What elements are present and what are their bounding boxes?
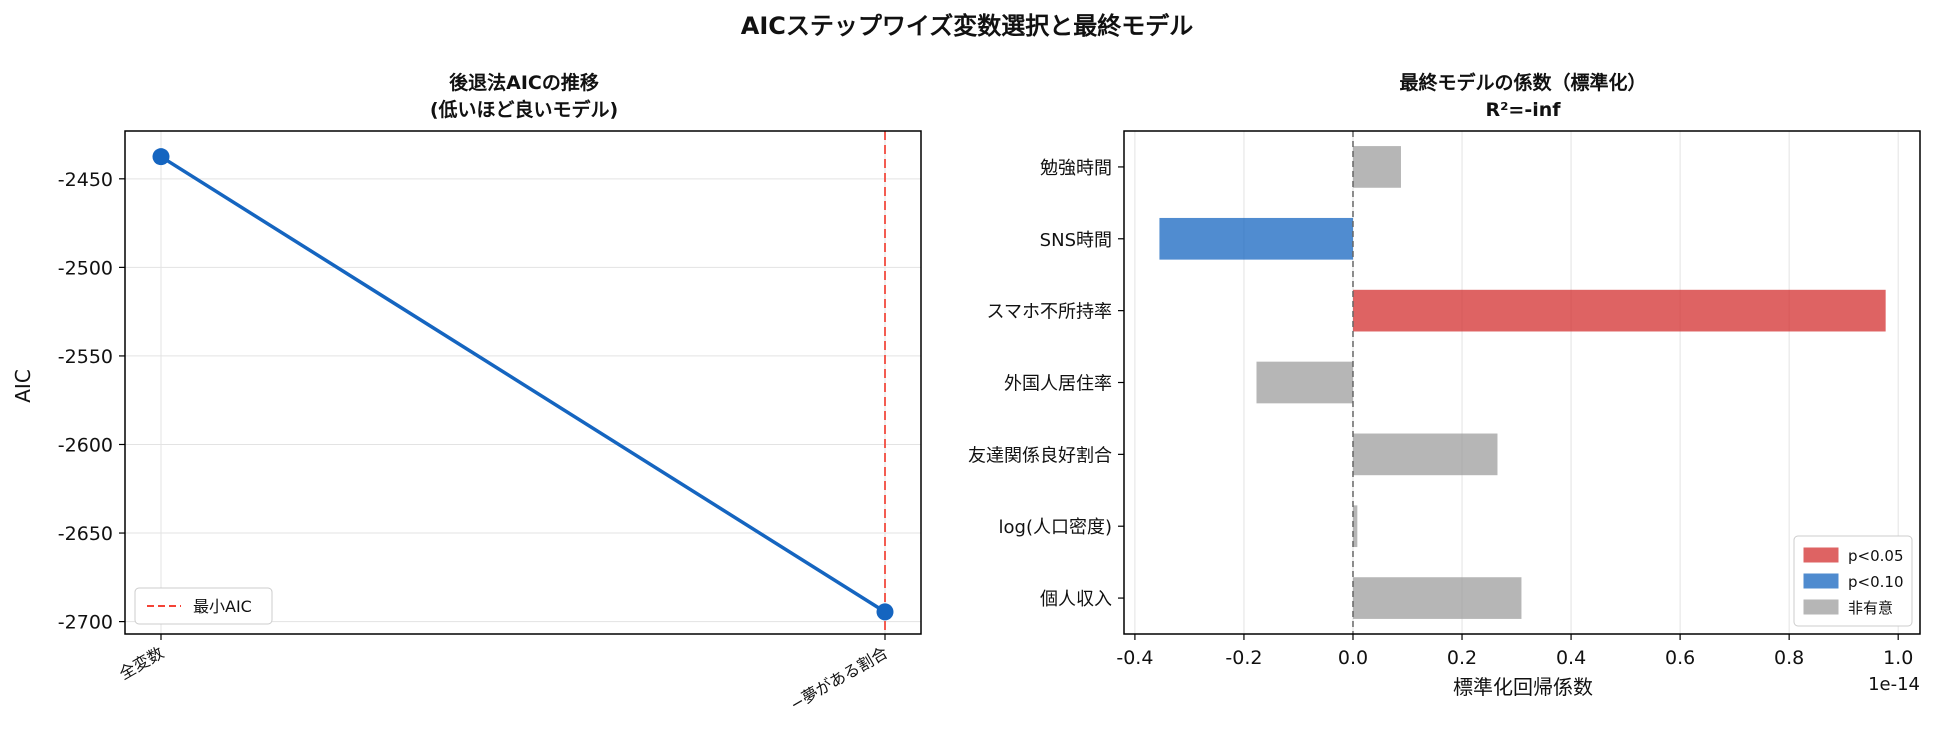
x-tick-label-3: 0.2	[1447, 647, 1477, 669]
x-tick-label-7: 1.0	[1883, 647, 1913, 669]
coef-bar-0	[1352, 146, 1401, 188]
y-tick-label-3: -2600	[58, 434, 113, 456]
y-tick-label-5: -2700	[58, 612, 113, 634]
x-tick-label-1: -0.2	[1225, 647, 1262, 669]
coef-bar-3	[1256, 361, 1353, 404]
left-chart-title-line1: 後退法AICの推移	[449, 71, 599, 94]
legend-swatch-ns	[1803, 599, 1839, 615]
x-tick-label-0: 全変数	[116, 643, 167, 683]
category-label-1: SNS時間	[1040, 230, 1112, 251]
category-label-4: 友達関係良好割合	[968, 445, 1112, 466]
left-chart-ylabel: AIC	[11, 369, 35, 403]
y-tick-label-0: -2450	[58, 169, 113, 191]
legend-swatch-p05	[1803, 547, 1839, 563]
aic-series-line	[160, 155, 886, 614]
x-tick-label-2: 0.0	[1338, 647, 1368, 669]
category-label-6: 個人収入	[1040, 589, 1112, 610]
x-tick-label-4: 0.4	[1556, 647, 1586, 669]
right-chart-title-line1: 最終モデルの係数（標準化）	[1399, 71, 1646, 94]
left-chart-title-line2: (低いほど良いモデル)	[430, 98, 618, 121]
legend-swatch-p10	[1803, 573, 1839, 589]
aic-line-chart: 後退法AICの推移 (低いほど良いモデル) -2450 -2500 -2550 -26…	[11, 71, 922, 714]
coefficient-bar-chart: 最終モデルの係数（標準化） R²=-inf 勉強時間 SNS時間スマホ不所持率外国…	[968, 71, 1921, 699]
coef-bar-1	[1159, 217, 1353, 260]
figure-suptitle: AICステップワイズ変数選択と最終モデル	[741, 12, 1193, 40]
right-chart-offset-text: 1e-14	[1868, 674, 1920, 695]
category-label-5: log(人口密度)	[999, 517, 1112, 538]
right-chart-xlabel: 標準化回帰係数	[1453, 675, 1593, 699]
coef-bar-5	[1352, 505, 1358, 548]
x-tick-label-5: 0.6	[1665, 647, 1695, 669]
aic-point-0	[152, 148, 170, 166]
x-tick-label-6: 0.8	[1774, 647, 1804, 669]
coef-bar-2	[1352, 289, 1886, 332]
category-label-2: スマホ不所持率	[987, 302, 1112, 323]
category-label-0: 勉強時間	[1040, 158, 1112, 179]
legend-min-aic-label: 最小AIC	[193, 597, 252, 616]
left-plot-frame	[124, 130, 922, 635]
legend-label-p10: p<0.10	[1848, 573, 1904, 591]
y-tick-label-1: -2500	[58, 257, 113, 279]
aic-point-1	[876, 603, 894, 621]
y-tick-label-4: -2650	[58, 523, 113, 545]
legend-label-ns: 非有意	[1848, 599, 1893, 617]
coef-bar-4	[1352, 433, 1498, 476]
x-tick-label-0: -0.4	[1116, 647, 1153, 669]
x-tick-label-1: −夢がある割合	[787, 643, 891, 714]
category-label-3: 外国人居住率	[1004, 374, 1112, 395]
coef-bar-6	[1352, 577, 1522, 619]
left-legend-box	[134, 587, 273, 625]
right-chart-title-line2: R²=-inf	[1485, 99, 1561, 121]
legend-label-p05: p<0.05	[1848, 547, 1904, 565]
y-tick-label-2: -2550	[58, 346, 113, 368]
